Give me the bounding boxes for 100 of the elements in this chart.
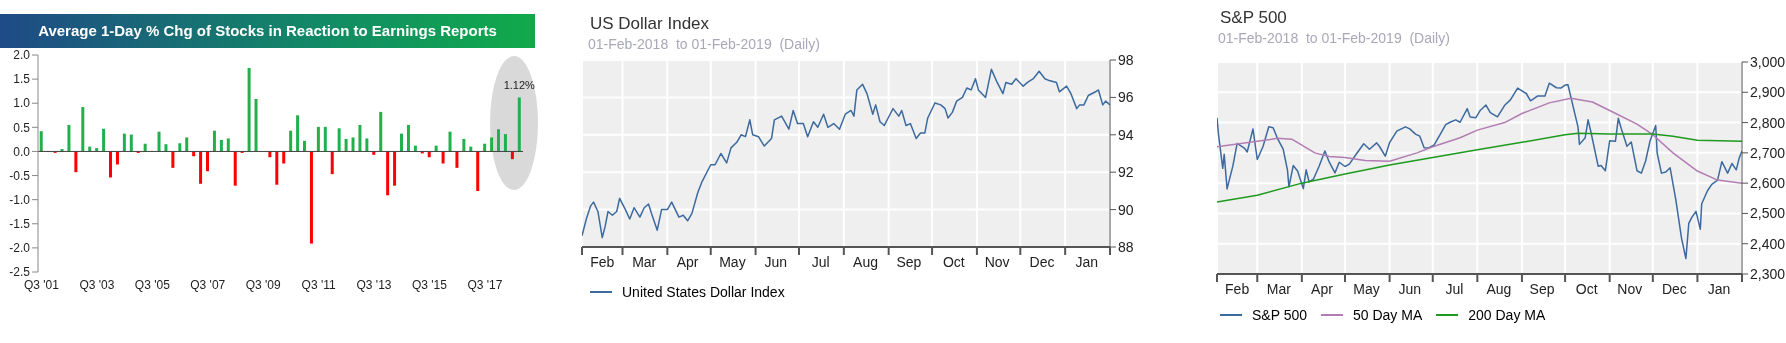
line-series: [1217, 132, 1742, 203]
line-series: [582, 68, 1110, 239]
bar: [497, 129, 501, 152]
x-tick-label: Jan: [1707, 281, 1731, 297]
bar: [406, 124, 410, 152]
bar: [296, 115, 300, 152]
y-tick-label: 0.0: [13, 144, 31, 159]
bar: [282, 151, 286, 164]
x-tick-label: Q3 '09: [245, 277, 281, 292]
bar: [337, 128, 341, 152]
x-tick-label: Jun: [1398, 281, 1422, 297]
y-tick-label: 1.5: [13, 72, 31, 87]
y-tick-label: 98: [1118, 51, 1134, 68]
bar: [455, 151, 459, 168]
y-tick-label: 2,500: [1750, 205, 1786, 222]
x-tick-label: Q3 '13: [356, 277, 392, 292]
x-tick-label: Feb: [1225, 281, 1250, 297]
y-tick-label: 2,300: [1750, 265, 1786, 282]
bar: [178, 143, 182, 152]
x-tick-label: Q3 '07: [190, 277, 226, 292]
legend-label: United States Dollar Index: [622, 284, 785, 300]
bar: [400, 133, 404, 152]
y-tick-label: -2.5: [9, 265, 31, 280]
bar: [483, 143, 487, 152]
chart-title: Average 1-Day % Chg of Stocks in Reaction to Earnings Reports: [0, 14, 535, 48]
bar: [517, 97, 521, 152]
y-tick-label: -0.5: [9, 168, 31, 183]
legend-label: S&P 500: [1252, 307, 1308, 323]
x-tick-label: May: [1353, 281, 1380, 297]
y-tick-label: -2.0: [9, 241, 31, 256]
y-tick-label: 2,600: [1750, 175, 1786, 192]
bar: [199, 151, 203, 184]
y-tick-label: 2,800: [1750, 114, 1786, 131]
bar: [289, 130, 293, 152]
bar: [448, 131, 452, 152]
bar: [476, 151, 480, 191]
x-tick-label: Feb: [590, 254, 615, 270]
chart-subtitle: 01-Feb-2018 to 01-Feb-2019 (Daily): [588, 36, 820, 52]
x-tick-label: Aug: [853, 254, 878, 270]
y-tick-label: 92: [1118, 164, 1134, 181]
bar: [219, 139, 223, 152]
x-tick-label: Nov: [1617, 281, 1643, 297]
bar: [503, 134, 507, 152]
bar: [212, 130, 216, 152]
y-tick-label: 3,000: [1750, 53, 1786, 70]
bar: [490, 137, 494, 152]
y-tick-label: 2.0: [13, 48, 31, 63]
x-tick-label: Jan: [1075, 254, 1099, 270]
chart-title: S&P 500: [1220, 8, 1287, 28]
bar: [344, 138, 348, 152]
x-tick-label: Q3 '01: [23, 277, 60, 292]
bar: [441, 151, 445, 164]
bar: [358, 124, 362, 152]
bar: [39, 131, 43, 152]
bar: [115, 151, 119, 165]
x-tick-label: Q3 '11: [301, 277, 336, 292]
legend-label: 50 Day MA: [1353, 307, 1423, 323]
x-tick-label: Dec: [1661, 281, 1687, 297]
x-tick-label: Apr: [1311, 281, 1334, 297]
bar: [323, 126, 327, 152]
y-tick-label: -1.0: [9, 192, 31, 207]
bar: [351, 137, 355, 152]
bar: [379, 111, 383, 152]
line-series: [1217, 97, 1742, 184]
bar: [365, 138, 369, 152]
x-tick-label: Dec: [1029, 254, 1055, 270]
x-tick-label: Jul: [811, 254, 830, 270]
x-tick-label: Sep: [1529, 281, 1555, 297]
bar: [254, 98, 258, 152]
bar: [393, 151, 397, 186]
x-tick-label: Mar: [632, 254, 657, 270]
bar: [233, 151, 237, 186]
bar: [226, 138, 230, 152]
y-tick-label: 96: [1118, 89, 1134, 106]
bar: [109, 151, 113, 178]
y-tick-label: 2,700: [1750, 144, 1786, 161]
bar: [386, 151, 390, 196]
y-tick-label: 1.0: [13, 96, 31, 111]
legend-label: 200 Day MA: [1468, 307, 1546, 323]
chart-title: US Dollar Index: [590, 14, 710, 34]
line-series: [1217, 82, 1742, 260]
bar: [247, 68, 251, 152]
y-tick-label: -1.5: [9, 217, 31, 232]
y-tick-label: 90: [1118, 201, 1134, 218]
bar: [309, 151, 313, 244]
x-tick-label: Aug: [1486, 281, 1512, 297]
x-tick-label: Nov: [984, 254, 1010, 270]
bar: [143, 143, 147, 152]
x-tick-label: Q3 '17: [467, 277, 503, 292]
x-tick-label: May: [719, 254, 746, 270]
bar: [330, 151, 334, 175]
bar: [206, 151, 210, 172]
bar: [81, 107, 85, 152]
bar: [74, 151, 78, 173]
x-tick-label: Q3 '15: [411, 277, 448, 292]
bar: [129, 134, 133, 152]
x-tick-label: Oct: [1575, 281, 1598, 297]
bar: [157, 131, 161, 152]
bar: [303, 140, 307, 152]
bar: [102, 128, 106, 152]
